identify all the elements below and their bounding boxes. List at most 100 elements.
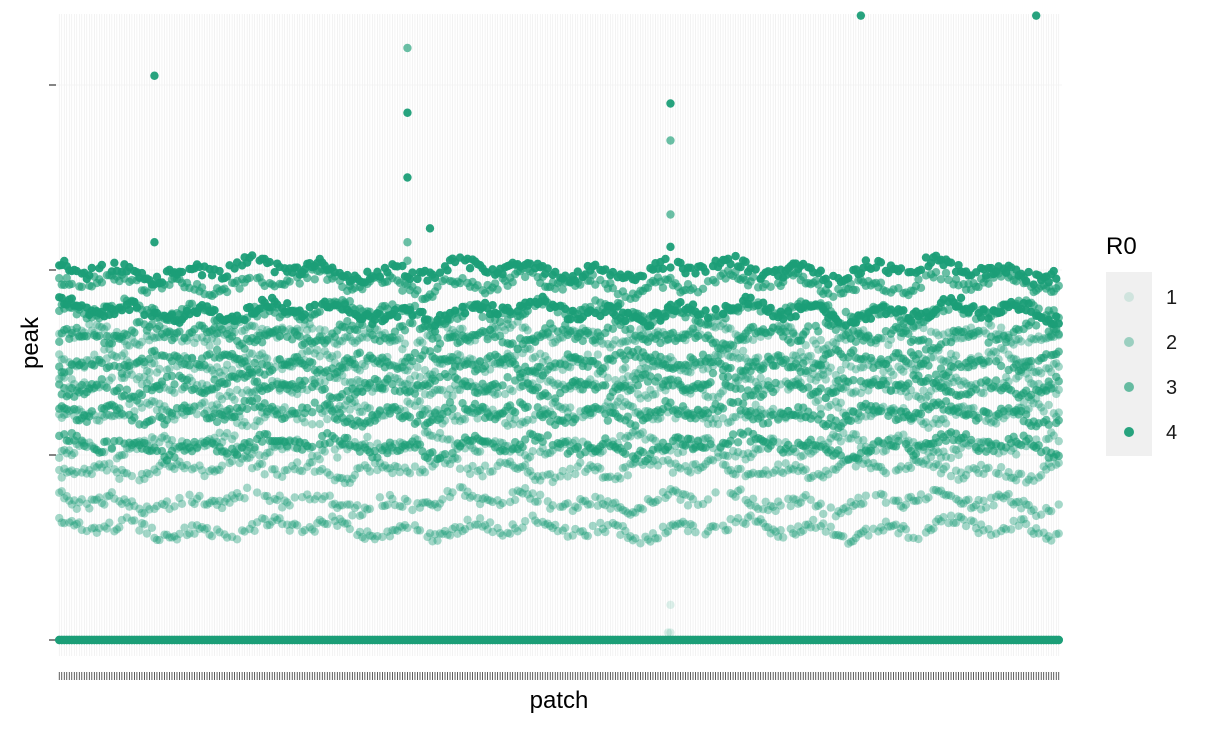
point (92, 416, 102, 425)
point (92, 495, 102, 504)
point (97, 498, 107, 508)
point (182, 375, 192, 385)
point (711, 522, 720, 532)
point (981, 503, 991, 512)
point (252, 416, 262, 425)
point (280, 496, 289, 505)
point (561, 403, 570, 412)
point (323, 414, 332, 424)
point (305, 522, 314, 532)
point (861, 491, 871, 500)
point (345, 405, 355, 414)
point (628, 428, 638, 437)
point (150, 533, 159, 543)
point (563, 472, 572, 481)
point (520, 484, 530, 493)
point (300, 376, 309, 386)
point (207, 401, 217, 410)
point (265, 448, 274, 457)
point (313, 518, 322, 528)
point (333, 350, 342, 359)
point (455, 385, 465, 395)
point (598, 339, 608, 348)
point (528, 511, 537, 520)
point (566, 403, 575, 412)
point (543, 519, 552, 528)
point (137, 469, 147, 479)
point (257, 459, 267, 469)
point (262, 491, 272, 501)
point (515, 463, 525, 472)
point (996, 323, 1006, 332)
point (272, 495, 282, 505)
point (280, 466, 289, 475)
point (358, 333, 367, 342)
point (1047, 506, 1056, 516)
point (303, 347, 312, 356)
point (77, 282, 86, 292)
point (571, 469, 580, 479)
point (330, 499, 340, 509)
point (355, 463, 365, 473)
point (283, 520, 292, 529)
point (310, 379, 319, 388)
point (147, 332, 157, 341)
point (423, 404, 432, 414)
point (448, 455, 457, 464)
point (651, 455, 660, 465)
point (202, 500, 212, 509)
point (558, 466, 567, 476)
point (338, 474, 347, 483)
point (67, 279, 76, 289)
point (155, 535, 164, 545)
point (72, 504, 81, 513)
point (315, 352, 324, 361)
point (150, 435, 159, 444)
point (227, 491, 237, 500)
point (515, 420, 525, 429)
point (192, 443, 202, 452)
point (105, 518, 114, 527)
point (503, 528, 512, 538)
point (508, 419, 517, 429)
point (358, 407, 367, 417)
point (525, 344, 535, 354)
point (626, 532, 635, 541)
point (305, 458, 314, 467)
point (285, 526, 294, 535)
point (75, 498, 84, 507)
point (147, 433, 157, 442)
point (162, 497, 172, 506)
point (142, 398, 152, 408)
point (445, 435, 455, 444)
point (155, 461, 164, 471)
point (455, 482, 465, 492)
point (646, 433, 655, 442)
point (1054, 362, 1063, 371)
point (525, 466, 535, 476)
point (72, 467, 81, 477)
point (102, 437, 112, 446)
point (413, 499, 422, 508)
point (125, 502, 134, 511)
point (165, 440, 174, 449)
point (155, 364, 164, 374)
point (576, 495, 585, 504)
point (558, 404, 567, 414)
point (403, 467, 412, 476)
point (395, 501, 405, 511)
point (102, 332, 112, 341)
point (155, 384, 164, 394)
point (423, 427, 432, 437)
point (195, 524, 204, 534)
point (405, 469, 415, 478)
point (215, 403, 224, 412)
point (648, 498, 658, 507)
point (395, 467, 405, 477)
point (155, 321, 164, 331)
point (558, 502, 567, 511)
point (95, 416, 104, 425)
point (102, 466, 112, 475)
point (180, 464, 189, 473)
point (190, 402, 199, 411)
